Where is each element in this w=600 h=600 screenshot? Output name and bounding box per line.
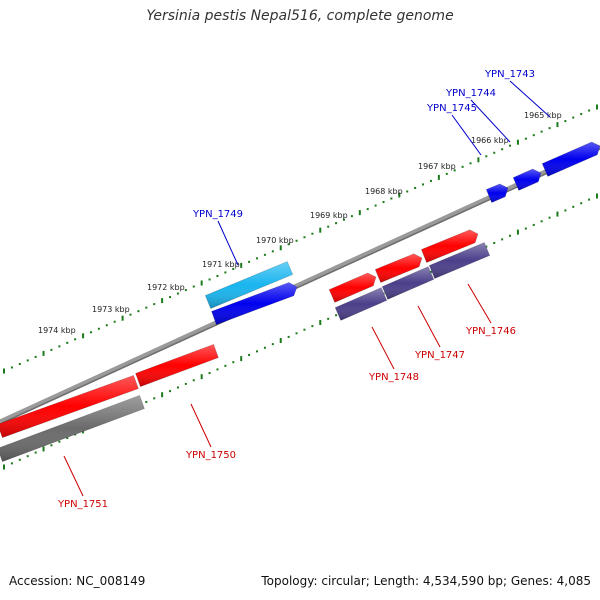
gene-YPN_1744-shade	[513, 169, 541, 191]
leader-YPN_1743	[509, 80, 551, 118]
kbp-label: 1966 kbp	[471, 136, 509, 145]
leader-YPN_1748	[371, 326, 395, 370]
gene-YPN_1748-shade	[335, 287, 387, 321]
kbp-label: 1970 kbp	[256, 236, 294, 245]
gene-YPN_1751-gray-shade	[0, 395, 145, 462]
kbp-label: 1971 kbp	[202, 260, 240, 269]
leader-YPN_1744	[470, 99, 511, 143]
label-YPN_1743: YPN_1743	[484, 69, 535, 80]
label-YPN_1746: YPN_1746	[465, 326, 516, 337]
gene-YPN_1745-shade	[486, 183, 508, 203]
leader-YPN_1751	[63, 455, 84, 497]
backbone-inner	[0, 148, 600, 425]
gene-YPN_1747-red-shade	[375, 253, 422, 283]
label-YPN_1748: YPN_1748	[368, 372, 419, 383]
label-YPN_1745: YPN_1745	[426, 103, 477, 114]
gene-YPN_1746-shade	[429, 242, 490, 279]
kbp-label: 1968 kbp	[365, 187, 403, 196]
gene-YPN_1750-shade	[135, 344, 219, 387]
gene-YPN_1746-red-shade	[421, 229, 478, 263]
gene-YPN_1743-shade	[542, 142, 600, 177]
accession-text: Accession: NC_008149	[9, 574, 146, 588]
gene-YPN_1747-shade	[382, 266, 434, 300]
gene-layer	[0, 141, 600, 462]
kbp-label: 1969 kbp	[310, 211, 348, 220]
label-YPN_1747: YPN_1747	[414, 350, 465, 361]
backbone-layer	[0, 144, 600, 425]
gene-YPN_1749-blue-shade	[211, 282, 297, 325]
label-YPN_1744: YPN_1744	[445, 88, 496, 99]
leader-YPN_1746	[467, 283, 492, 324]
label-YPN_1751: YPN_1751	[57, 499, 108, 510]
label-YPN_1750: YPN_1750	[185, 450, 236, 461]
leader-YPN_1745	[451, 114, 482, 156]
map-title: Yersinia pestis Nepal516, complete genom…	[146, 8, 454, 24]
gene-YPN_1748-red-shade	[329, 273, 376, 303]
gene-YPN_1751-shade	[0, 375, 139, 438]
gene-YPN_1749-shade	[205, 261, 293, 309]
kbp-label: 1965 kbp	[524, 111, 562, 120]
kbp-label: 1967 kbp	[418, 162, 456, 171]
leader-YPN_1750	[190, 403, 212, 448]
kbp-label: 1972 kbp	[147, 283, 185, 292]
label-layer: 1965 kbp 1966 kbp 1967 kbp 1968 kbp 1969 kbp…	[38, 69, 562, 510]
leader-YPN_1747	[417, 305, 441, 348]
backbone-outer	[0, 144, 600, 425]
label-YPN_1749: YPN_1749	[192, 209, 243, 220]
kbp-label: 1974 kbp	[38, 326, 76, 335]
topology-summary: Topology: circular; Length: 4,534,590 bp…	[261, 574, 591, 588]
leader-YPN_1749	[217, 220, 239, 266]
kbp-label: 1973 kbp	[92, 305, 130, 314]
